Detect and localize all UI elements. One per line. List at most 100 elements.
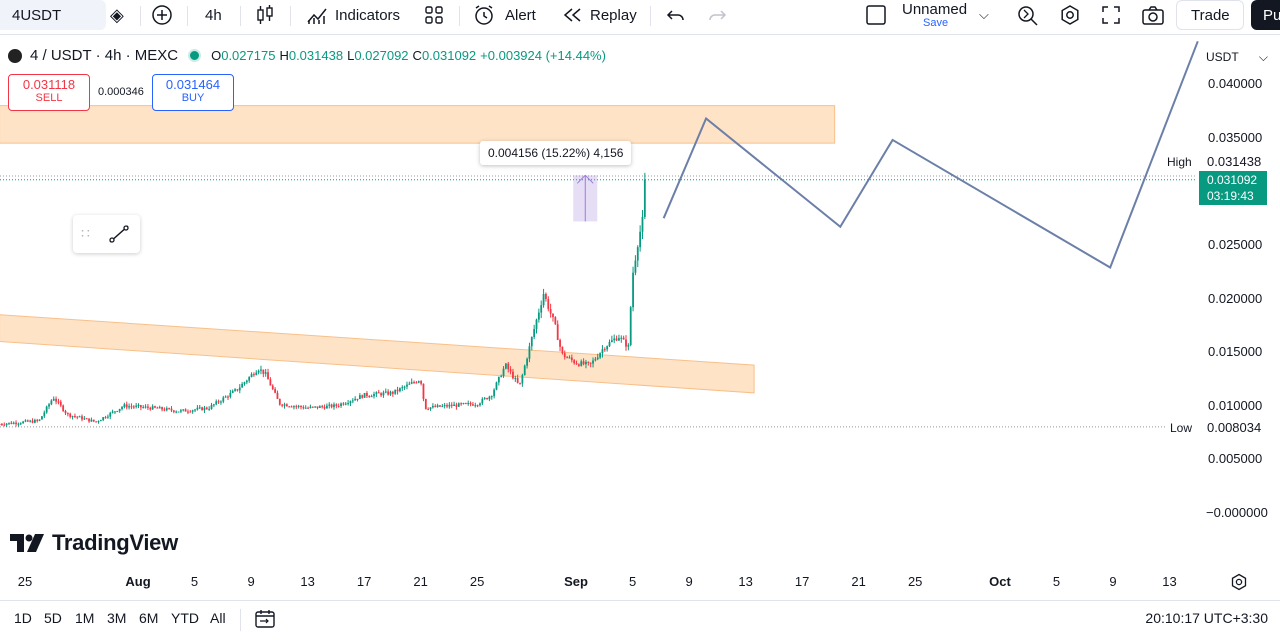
candle-body bbox=[505, 364, 507, 369]
time-tick-label: 21 bbox=[413, 574, 427, 589]
candle-body bbox=[543, 294, 545, 305]
symbol-description[interactable]: 4 / USDT · 4h · MEXC bbox=[30, 47, 178, 64]
candle-body bbox=[22, 422, 24, 424]
buy-price: 0.031464 bbox=[153, 77, 233, 92]
candle-body bbox=[554, 317, 556, 324]
candle-body bbox=[36, 420, 38, 421]
date-range-calendar-icon[interactable] bbox=[254, 608, 276, 635]
high-value: 0.031438 bbox=[289, 48, 343, 63]
candle-body bbox=[227, 397, 229, 398]
candle-body bbox=[317, 406, 319, 408]
candle-body bbox=[8, 423, 10, 424]
candle-body bbox=[69, 414, 71, 417]
candle-body bbox=[538, 313, 540, 320]
candle-body bbox=[18, 424, 20, 425]
candle-body bbox=[295, 406, 297, 407]
time-tick-label: 5 bbox=[191, 574, 198, 589]
candle-body bbox=[15, 423, 17, 424]
candle-body bbox=[550, 309, 552, 314]
candle-body bbox=[453, 405, 455, 406]
candle-body bbox=[512, 372, 514, 379]
candle-body bbox=[152, 406, 154, 409]
candle-body bbox=[102, 417, 104, 420]
price-tick-label: 0.040000 bbox=[1208, 76, 1262, 91]
candle-body bbox=[95, 421, 97, 422]
candle-body bbox=[444, 405, 446, 406]
candle-body bbox=[1, 424, 3, 425]
candle-body bbox=[175, 412, 177, 413]
candle-body bbox=[39, 420, 41, 421]
candle-body bbox=[540, 305, 542, 312]
candle-body bbox=[29, 421, 31, 422]
candle-body bbox=[597, 358, 599, 360]
candle-body bbox=[173, 410, 175, 411]
candle-body bbox=[423, 384, 425, 399]
time-tick-label: 9 bbox=[1109, 574, 1116, 589]
candle-body bbox=[253, 374, 255, 375]
candle-body bbox=[246, 381, 248, 383]
candle-body bbox=[178, 412, 180, 413]
candle-body bbox=[354, 399, 356, 401]
candle-body bbox=[314, 406, 316, 407]
range-button-3m[interactable]: 3M bbox=[107, 610, 126, 626]
buy-button[interactable]: 0.031464 BUY bbox=[152, 74, 234, 111]
drag-handle-icon[interactable]: ∷ bbox=[81, 225, 88, 242]
candle-body bbox=[521, 375, 523, 384]
candle-body bbox=[164, 409, 166, 410]
candle-body bbox=[375, 392, 377, 394]
candle-body bbox=[340, 403, 342, 405]
candle-body bbox=[112, 411, 114, 412]
low-tag-value: 0.008034 bbox=[1203, 419, 1265, 437]
candle-body bbox=[493, 390, 495, 396]
candle-body bbox=[156, 408, 158, 409]
candle-body bbox=[328, 405, 330, 406]
candle-body bbox=[639, 232, 641, 247]
time-tick-label: 13 bbox=[300, 574, 314, 589]
candle-body bbox=[366, 393, 368, 396]
candle-body bbox=[606, 346, 608, 349]
candle-body bbox=[503, 369, 505, 376]
trend-line-icon[interactable] bbox=[107, 223, 131, 245]
candle-body bbox=[98, 421, 100, 422]
candle-body bbox=[338, 406, 340, 407]
range-button-1d[interactable]: 1D bbox=[14, 610, 32, 626]
sell-button[interactable]: 0.031118 SELL bbox=[8, 74, 90, 111]
candle-body bbox=[514, 378, 516, 379]
range-button-all[interactable]: All bbox=[210, 610, 226, 626]
candle-body bbox=[385, 391, 387, 392]
candle-body bbox=[559, 340, 561, 347]
candle-body bbox=[583, 361, 585, 364]
candle-body bbox=[566, 357, 568, 358]
time-tick-label: Aug bbox=[125, 574, 150, 589]
candle-body bbox=[237, 389, 239, 390]
projection-path-line bbox=[664, 41, 1198, 267]
price-tick-label: 0.025000 bbox=[1208, 237, 1262, 252]
range-button-5d[interactable]: 5D bbox=[44, 610, 62, 626]
range-button-6m[interactable]: 6M bbox=[139, 610, 158, 626]
candle-body bbox=[25, 420, 27, 421]
candle-body bbox=[168, 408, 170, 409]
high-tag-value: 0.031438 bbox=[1203, 153, 1265, 171]
candle-body bbox=[427, 409, 429, 410]
timezone-clock[interactable]: 20:10:17 UTC+3:30 bbox=[1145, 610, 1268, 626]
axis-settings-icon[interactable] bbox=[1230, 573, 1248, 596]
candle-body bbox=[142, 407, 144, 408]
candle-body bbox=[321, 406, 323, 407]
candle-body bbox=[373, 394, 375, 396]
candle-body bbox=[128, 406, 130, 407]
low-value: 0.027092 bbox=[354, 48, 408, 63]
open-label: O bbox=[211, 48, 221, 63]
time-tick-label: Sep bbox=[564, 574, 588, 589]
market-open-status-icon[interactable] bbox=[188, 49, 201, 62]
candle-body bbox=[585, 362, 587, 364]
candle-body bbox=[260, 370, 262, 371]
candle-body bbox=[100, 420, 102, 421]
tradingview-logo[interactable]: TradingView bbox=[10, 530, 178, 556]
currency-label: USDT bbox=[1206, 50, 1239, 64]
currency-selector[interactable]: USDT⌵ bbox=[1200, 46, 1272, 68]
range-button-1m[interactable]: 1M bbox=[75, 610, 94, 626]
candle-body bbox=[479, 403, 481, 405]
candle-body bbox=[267, 372, 269, 379]
range-button-ytd[interactable]: YTD bbox=[171, 610, 199, 626]
